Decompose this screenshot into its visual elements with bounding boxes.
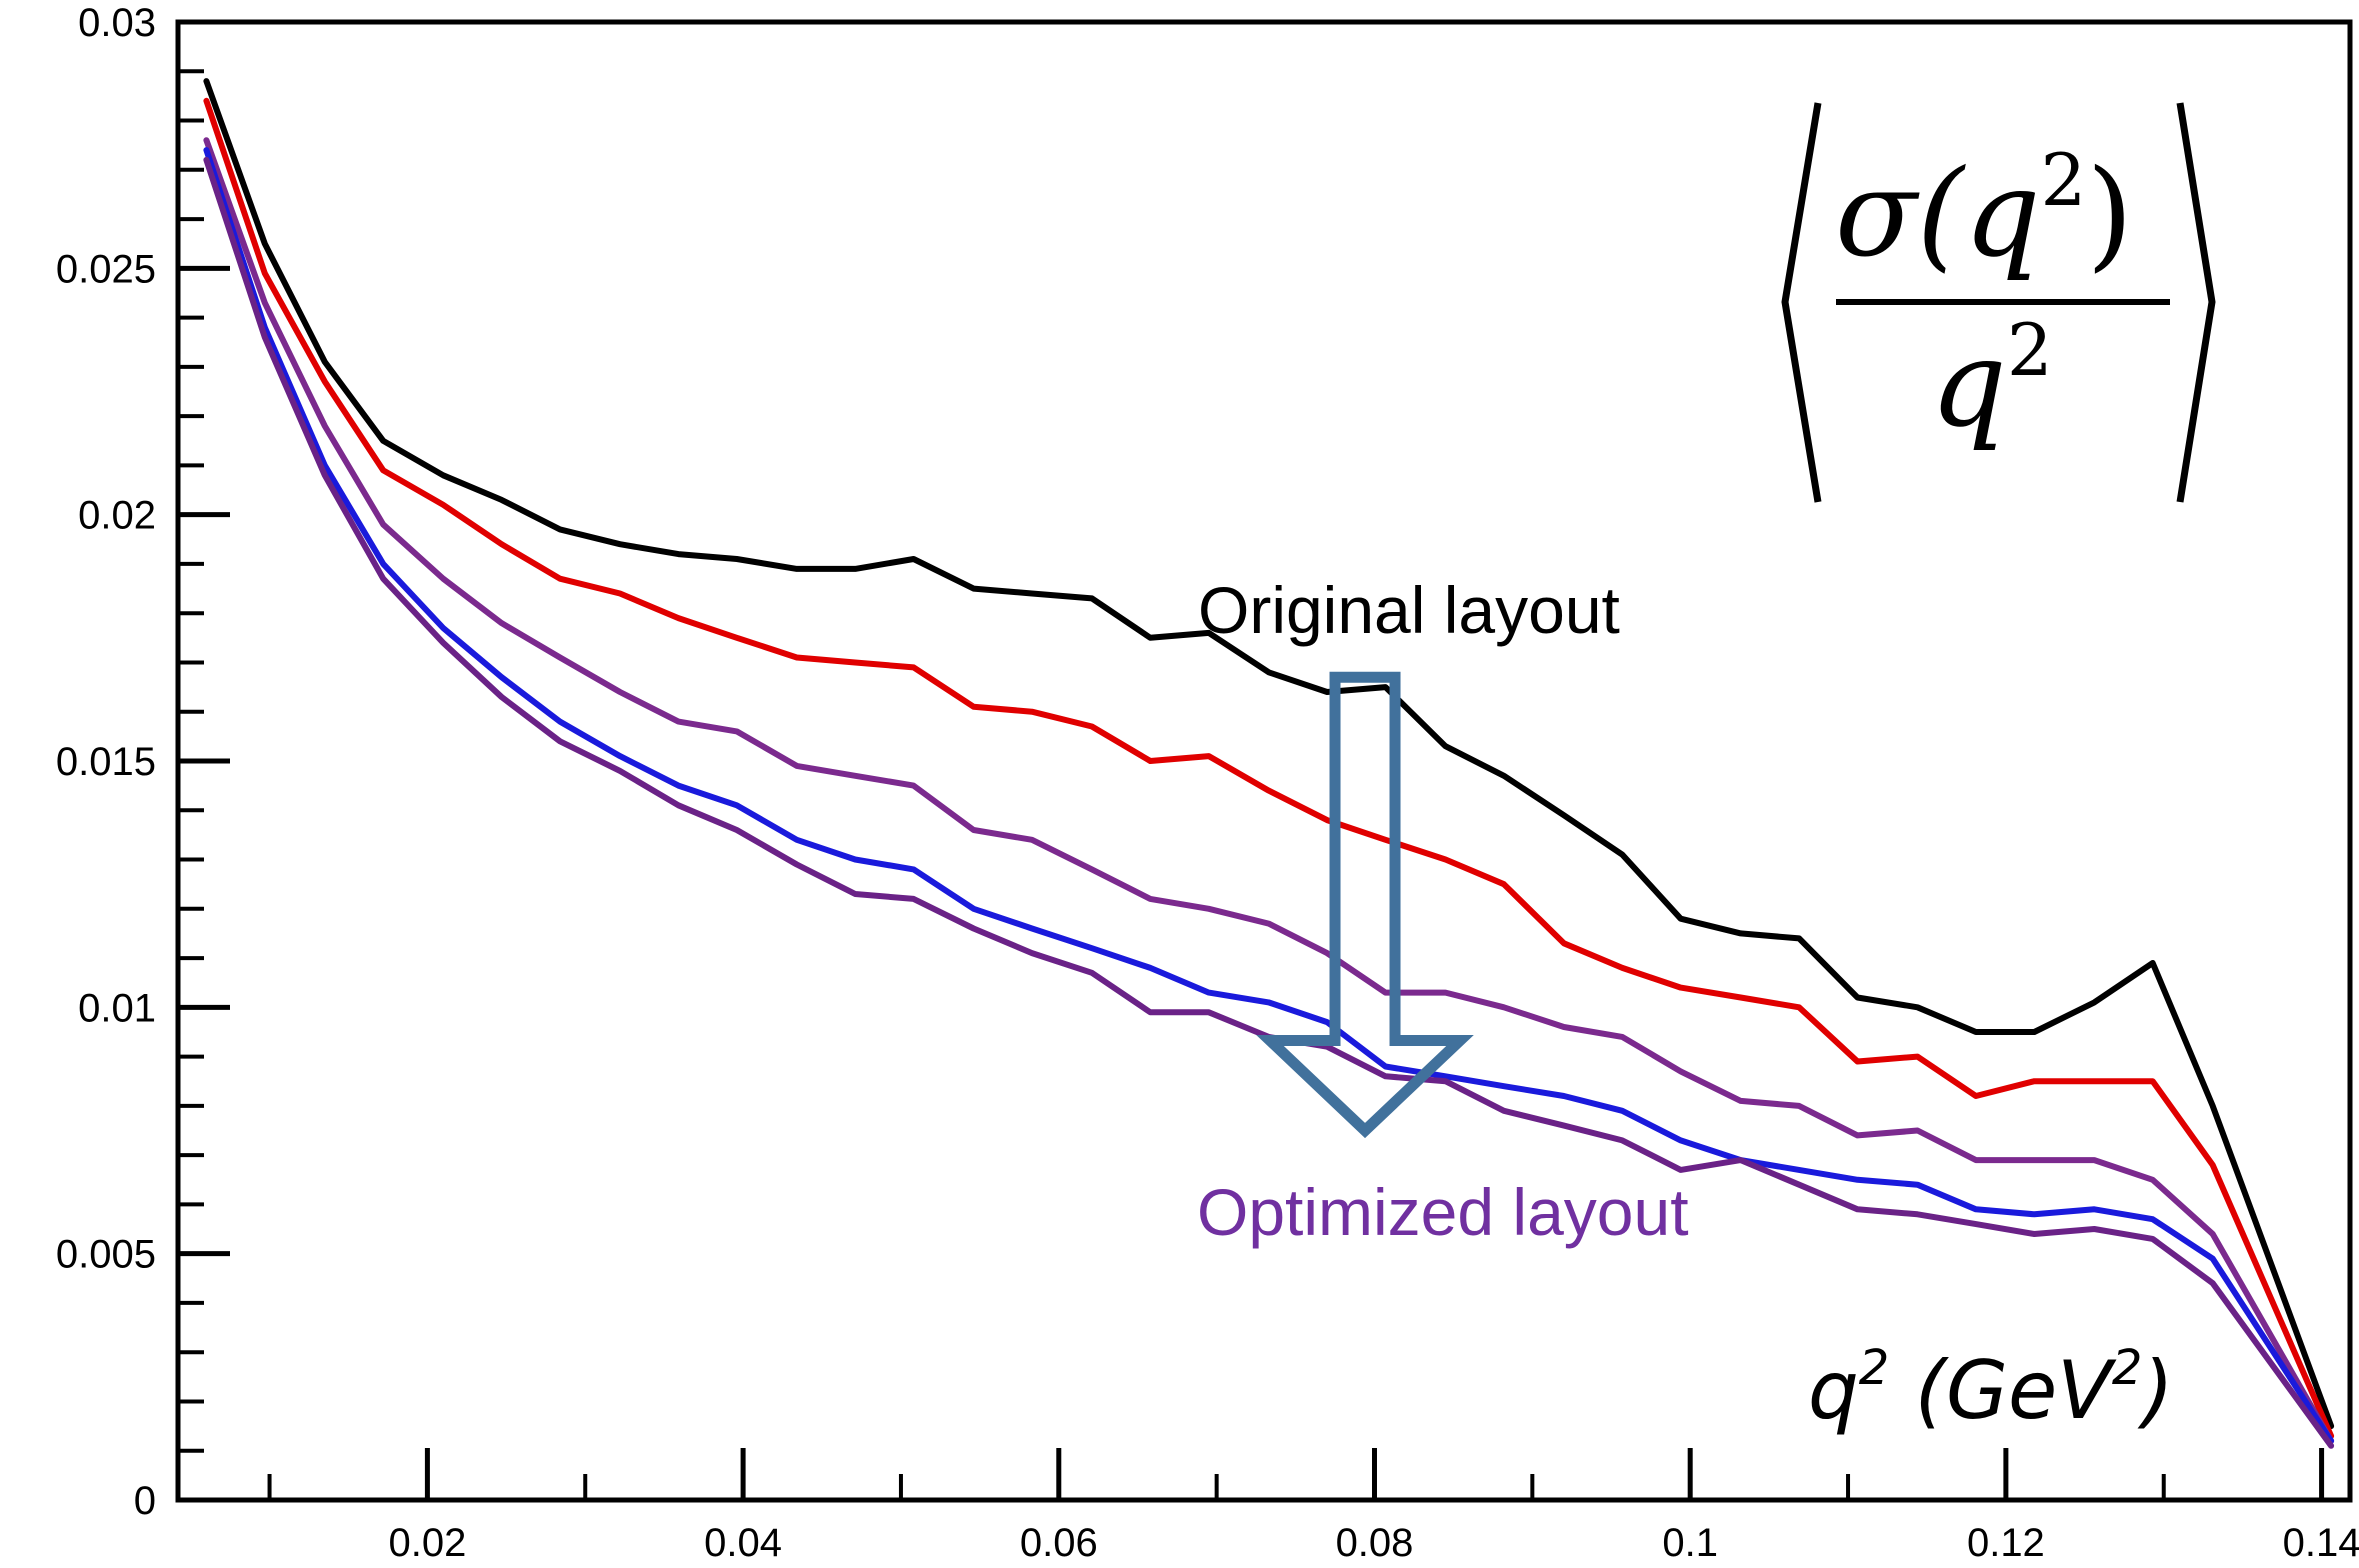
x-tick-label: 0.1 — [1662, 1521, 1718, 1565]
x-tick-label: 0.08 — [1336, 1521, 1414, 1565]
y-tick-label: 0.015 — [56, 740, 156, 784]
x-unit-sup-1: 2 — [1859, 1340, 1890, 1396]
x-unit-sup-2: 2 — [2112, 1340, 2143, 1396]
formula-den-q: q — [1930, 315, 2007, 454]
formula-left-bracket — [1781, 102, 1822, 503]
formula-num-exp: 2 — [2041, 138, 2087, 222]
formula-numerator: σ(q2) — [1835, 138, 2133, 284]
formula-denominator: q2 — [1930, 308, 2053, 454]
x-axis-unit-label: q2 (GeV2) — [1808, 1340, 2174, 1437]
series-line-4 — [203, 147, 2335, 1444]
y-tick-label: 0.005 — [56, 1233, 156, 1277]
annotation-optimized-layout: Optimized layout — [1197, 1175, 1689, 1249]
x-tick-label: 0.06 — [1020, 1521, 1098, 1565]
x-tick-label: 0.04 — [704, 1521, 782, 1565]
arrow-layer — [1256, 671, 1474, 1139]
annotation-original-layout: Original layout — [1198, 573, 1620, 647]
formula-den-exp: 2 — [2007, 308, 2053, 392]
series-line-3 — [203, 137, 2335, 1444]
y-tick-label: 0.02 — [78, 494, 156, 538]
y-tick-label: 0.025 — [56, 247, 156, 291]
y-axis: 0 0.005 0.01 0.015 0.02 0.025 0.03 — [56, 1, 230, 1523]
x-tick-label: 0.12 — [1967, 1521, 2045, 1565]
plot-area — [175, 19, 2353, 1503]
series-line-1 — [203, 78, 2335, 1430]
formula-sigma-over-q2: σ(q2) q2 — [1781, 102, 2216, 503]
series-layer — [203, 78, 2335, 1449]
x-unit-q: q — [1808, 1344, 1859, 1437]
series-line-5 — [203, 156, 2335, 1449]
formula-num-close: ) — [2086, 145, 2133, 284]
series-line-2 — [203, 97, 2335, 1439]
y-tick-label: 0.01 — [78, 986, 156, 1030]
y-tick-label: 0.03 — [78, 1, 156, 45]
x-tick-label: 0.02 — [388, 1521, 466, 1565]
x-unit-gev: (GeV — [1889, 1344, 2117, 1437]
x-unit-close: ) — [2137, 1344, 2173, 1437]
x-axis: 0.02 0.04 0.06 0.08 0.1 0.12 0.14 — [267, 1448, 2359, 1565]
formula-right-bracket — [2176, 102, 2216, 503]
x-tick-label: 0.14 — [2283, 1521, 2359, 1565]
down-arrow-icon — [1256, 671, 1474, 1139]
y-tick-label: 0 — [134, 1479, 156, 1523]
formula-num-text: σ(q — [1835, 145, 2041, 284]
